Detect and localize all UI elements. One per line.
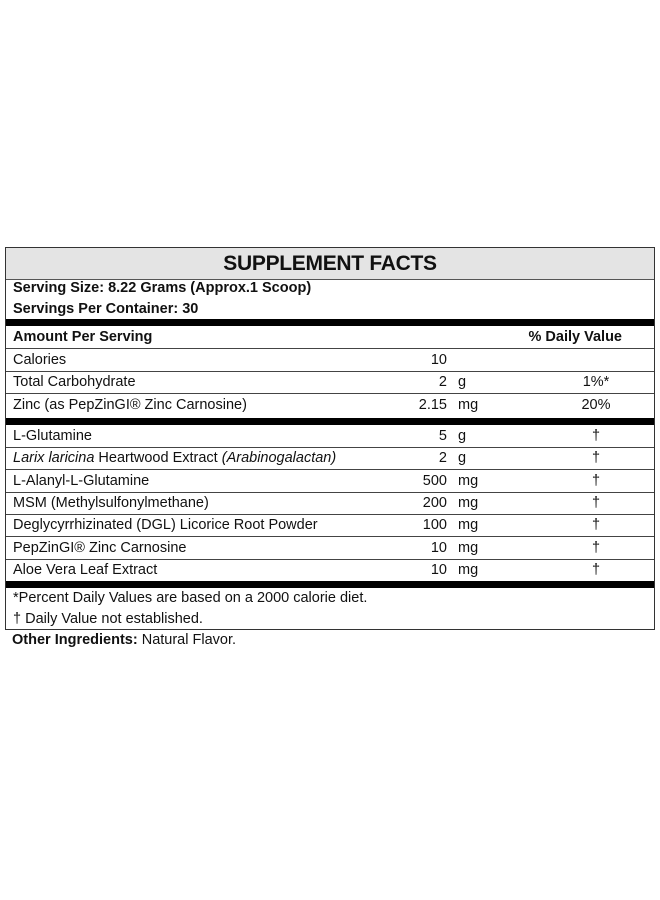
amount: 2 — [438, 450, 447, 467]
nutrient-name: Total Carbohydrate — [13, 374, 136, 391]
other-ingredients: Other Ingredients: Natural Flavor. — [12, 632, 236, 648]
serving-size: Serving Size: 8.22 Grams (Approx.1 Scoop… — [13, 280, 312, 296]
amount: 5 — [438, 428, 447, 444]
daily-value: † — [591, 450, 601, 467]
daily-value: 20% — [581, 396, 611, 413]
divider — [6, 319, 654, 326]
nutrient-name: Zinc (as PepZinGI® Zinc Carnosine) — [13, 396, 247, 413]
nutrient-row: Zinc (as PepZinGI® Zinc Carnosine) 2.15 mg… — [6, 394, 654, 416]
name-mid: Heartwood Extract — [94, 450, 222, 467]
amount: 2.15 — [418, 396, 447, 413]
unit: mg — [458, 472, 479, 489]
unit: g — [458, 450, 467, 467]
unit: g — [458, 374, 467, 391]
divider — [6, 418, 654, 425]
unit: mg — [458, 539, 479, 556]
amount: 10 — [430, 352, 447, 368]
nutrient-name: PepZinGI® Zinc Carnosine — [13, 539, 187, 556]
nutrient-name: L-Glutamine — [13, 428, 92, 444]
divider — [6, 581, 654, 588]
daily-value: † — [591, 539, 601, 556]
nutrient-row: MSM (Methylsulfonylmethane) 200 mg † — [6, 492, 654, 515]
nutrient-row: L-Alanyl-L-Glutamine 500 mg † — [6, 470, 654, 493]
nutrient-name: MSM (Methylsulfonylmethane) — [13, 494, 209, 511]
amount-header: Amount Per Serving — [13, 329, 153, 345]
amount: 100 — [422, 517, 447, 534]
daily-value: † — [591, 472, 601, 489]
nutrient-row: L-Glutamine 5 g † — [6, 425, 654, 448]
unit: mg — [458, 396, 479, 413]
nutrient-row: Larix laricina Heartwood Extract (Arabin… — [6, 447, 654, 471]
amount: 2 — [438, 374, 447, 391]
amount: 200 — [422, 494, 447, 511]
other-ingredients-label: Other Ingredients: — [12, 632, 138, 648]
nutrient-name: L-Alanyl-L-Glutamine — [13, 472, 150, 489]
footnote-percent: *Percent Daily Values are based on a 200… — [13, 590, 368, 606]
nutrient-row: PepZinGI® Zinc Carnosine 10 mg † — [6, 537, 654, 560]
footnote-dagger: † Daily Value not established. — [13, 611, 203, 627]
latin-compound: (Arabinogalactan) — [221, 450, 337, 467]
unit: mg — [458, 561, 479, 578]
amount: 500 — [422, 472, 447, 489]
nutrient-row: Calories 10 — [6, 349, 654, 372]
daily-value: † — [591, 494, 601, 511]
latin-name: Larix laricina — [13, 450, 95, 467]
daily-value: † — [591, 428, 601, 444]
nutrient-name: Larix laricina Heartwood Extract (Arabin… — [13, 447, 336, 469]
nutrient-name: Deglycyrrhizinated (DGL) Licorice Root P… — [13, 517, 318, 534]
panel-title: SUPPLEMENT FACTS — [6, 248, 654, 280]
daily-value: † — [591, 561, 601, 578]
nutrient-row: Aloe Vera Leaf Extract 10 mg † — [6, 559, 654, 581]
unit: g — [458, 428, 467, 444]
unit: mg — [458, 517, 479, 534]
amount: 10 — [430, 539, 447, 556]
amount: 10 — [430, 561, 447, 578]
dv-header: % Daily Value — [528, 329, 623, 345]
column-header-row: Amount Per Serving % Daily Value — [6, 326, 654, 349]
nutrient-row: Deglycyrrhizinated (DGL) Licorice Root P… — [6, 514, 654, 538]
supplement-facts-panel: SUPPLEMENT FACTS Serving Size: 8.22 Gram… — [5, 247, 655, 630]
nutrient-row: Total Carbohydrate 2 g 1%* — [6, 371, 654, 395]
nutrient-name: Aloe Vera Leaf Extract — [13, 561, 158, 578]
other-ingredients-value: Natural Flavor. — [137, 632, 237, 648]
daily-value: 1%* — [582, 374, 610, 391]
daily-value: † — [591, 517, 601, 534]
servings-per-container: Servings Per Container: 30 — [13, 301, 199, 317]
nutrient-name: Calories — [13, 352, 67, 368]
unit: mg — [458, 494, 479, 511]
